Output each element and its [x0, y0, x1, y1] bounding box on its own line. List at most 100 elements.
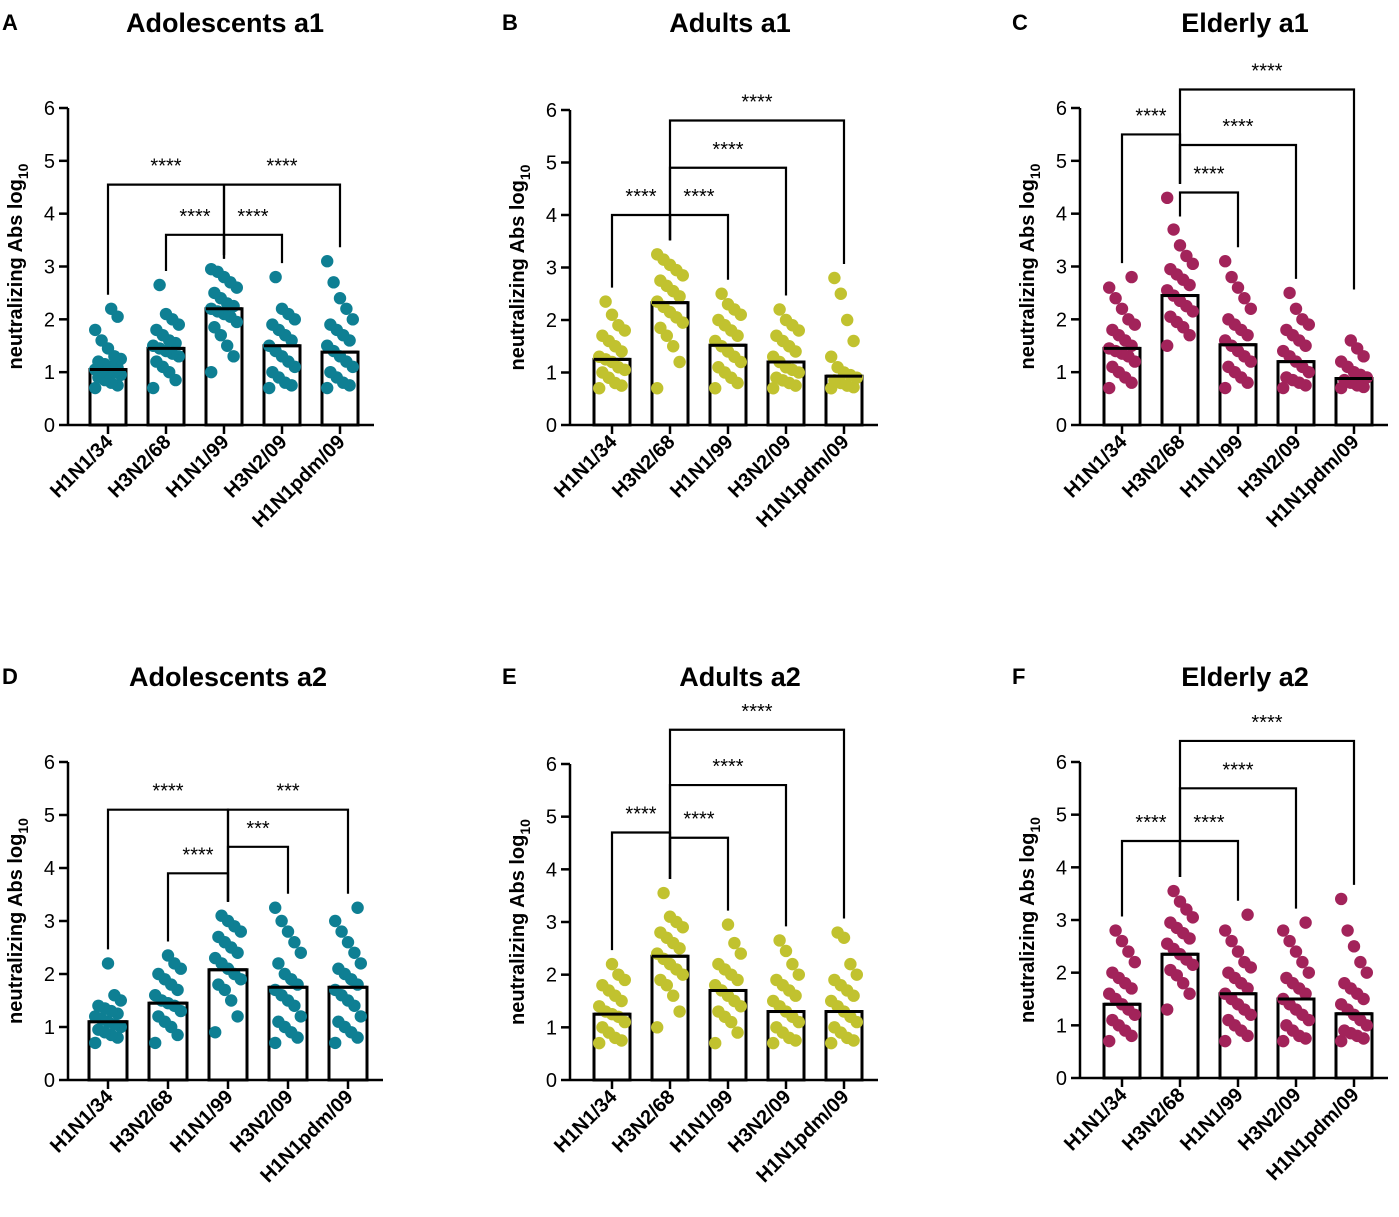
data-point: [1103, 381, 1116, 395]
y-axis-label-text: neutralizing Abs log: [5, 834, 27, 1024]
y-tick-label: 1: [546, 1017, 557, 1039]
data-point: [89, 1036, 102, 1050]
category-label: H1N1/99: [162, 431, 233, 502]
data-point: [321, 339, 334, 352]
data-point: [1167, 223, 1180, 236]
data-point: [212, 978, 225, 991]
data-point: [227, 350, 240, 363]
category-label: H1N1/34: [46, 1085, 118, 1157]
data-point: [101, 957, 115, 970]
data-point: [149, 989, 162, 1002]
data-point: [654, 274, 667, 287]
data-point: [294, 946, 307, 959]
data-point: [150, 355, 163, 368]
data-point: [340, 302, 353, 315]
data-point: [1280, 971, 1293, 985]
data-point: [825, 1036, 838, 1050]
data-point: [92, 355, 105, 368]
data-point: [329, 1036, 342, 1050]
data-point: [1338, 977, 1351, 990]
data-point: [272, 1015, 285, 1028]
data-point: [89, 381, 102, 395]
panel-label: B: [502, 10, 518, 35]
category-label: H1N1/34: [550, 430, 622, 502]
data-point: [147, 339, 160, 352]
significance-bracket: [1178, 143, 1298, 279]
data-point: [654, 321, 667, 335]
data-point: [272, 957, 285, 970]
data-point: [1115, 934, 1129, 948]
y-tick-label: 4: [546, 205, 557, 227]
data-point: [770, 371, 783, 384]
y-tick-label: 5: [44, 151, 55, 173]
data-point: [596, 979, 609, 992]
data-point: [1161, 191, 1174, 205]
data-point: [221, 339, 234, 352]
y-tick-label: 6: [1056, 752, 1067, 774]
data-point: [667, 340, 680, 353]
data-point: [773, 934, 786, 947]
category-label: H1N1/34: [46, 430, 118, 502]
data-point: [108, 989, 121, 1002]
y-tick-label: 4: [44, 204, 55, 226]
data-point: [348, 946, 361, 959]
data-point: [1338, 1024, 1351, 1037]
data-point: [1238, 292, 1251, 305]
data-point: [712, 1005, 725, 1018]
data-point: [1283, 286, 1296, 300]
data-point: [673, 1005, 686, 1018]
significance-bracket: [226, 845, 290, 902]
y-tick-label: 0: [44, 1070, 55, 1092]
data-point: [654, 973, 667, 987]
data-point: [1128, 955, 1142, 969]
chart-title: Elderly a1: [1181, 8, 1309, 38]
chart-title: Adolescents a1: [126, 8, 324, 38]
data-point: [89, 323, 102, 337]
data-point: [828, 1021, 841, 1034]
data-point: [269, 983, 282, 997]
data-point: [767, 1036, 780, 1050]
y-axis-label-subscript: 10: [517, 819, 533, 835]
data-point: [1103, 1034, 1116, 1048]
data-point: [1122, 313, 1135, 326]
data-point: [1219, 381, 1232, 395]
y-axis-label-subscript: 10: [15, 163, 31, 179]
significance-label: ****: [182, 844, 213, 866]
y-tick-label: 0: [546, 1070, 557, 1092]
data-point: [1161, 937, 1174, 950]
data-point: [212, 930, 225, 944]
data-point: [332, 962, 345, 975]
data-point: [779, 944, 793, 958]
y-tick-label: 6: [546, 754, 557, 776]
data-point: [1360, 966, 1374, 979]
data-point: [215, 909, 228, 922]
y-axis-label: neutralizing Abs log10: [1017, 163, 1043, 369]
data-point: [667, 989, 680, 1002]
significance-label: ****: [683, 809, 714, 831]
data-point: [1335, 892, 1348, 906]
category-label: H3N2/68: [608, 1086, 679, 1157]
category-label: H3N2/68: [104, 431, 175, 502]
significance-label: ****: [1193, 164, 1224, 186]
data-point: [1219, 1034, 1232, 1048]
data-point: [596, 1021, 609, 1034]
data-point: [1164, 916, 1177, 929]
data-point: [728, 936, 741, 950]
data-point: [209, 1026, 222, 1039]
data-point: [321, 381, 334, 395]
y-tick-label: 3: [1056, 257, 1067, 279]
data-point: [712, 313, 725, 327]
y-tick-label: 6: [44, 752, 55, 774]
data-point: [844, 957, 857, 971]
y-axis-label: neutralizing Abs log10: [507, 819, 533, 1025]
y-tick-label: 3: [546, 912, 557, 934]
data-point: [333, 292, 347, 305]
y-tick-label: 2: [44, 964, 55, 986]
y-axis-label-text: neutralizing Abs log: [1017, 833, 1039, 1023]
data-point: [1283, 934, 1296, 948]
data-point: [767, 382, 780, 395]
data-point: [1280, 1019, 1293, 1032]
y-tick-label: 0: [546, 415, 557, 437]
data-point: [1164, 262, 1177, 276]
data-point: [161, 949, 175, 962]
